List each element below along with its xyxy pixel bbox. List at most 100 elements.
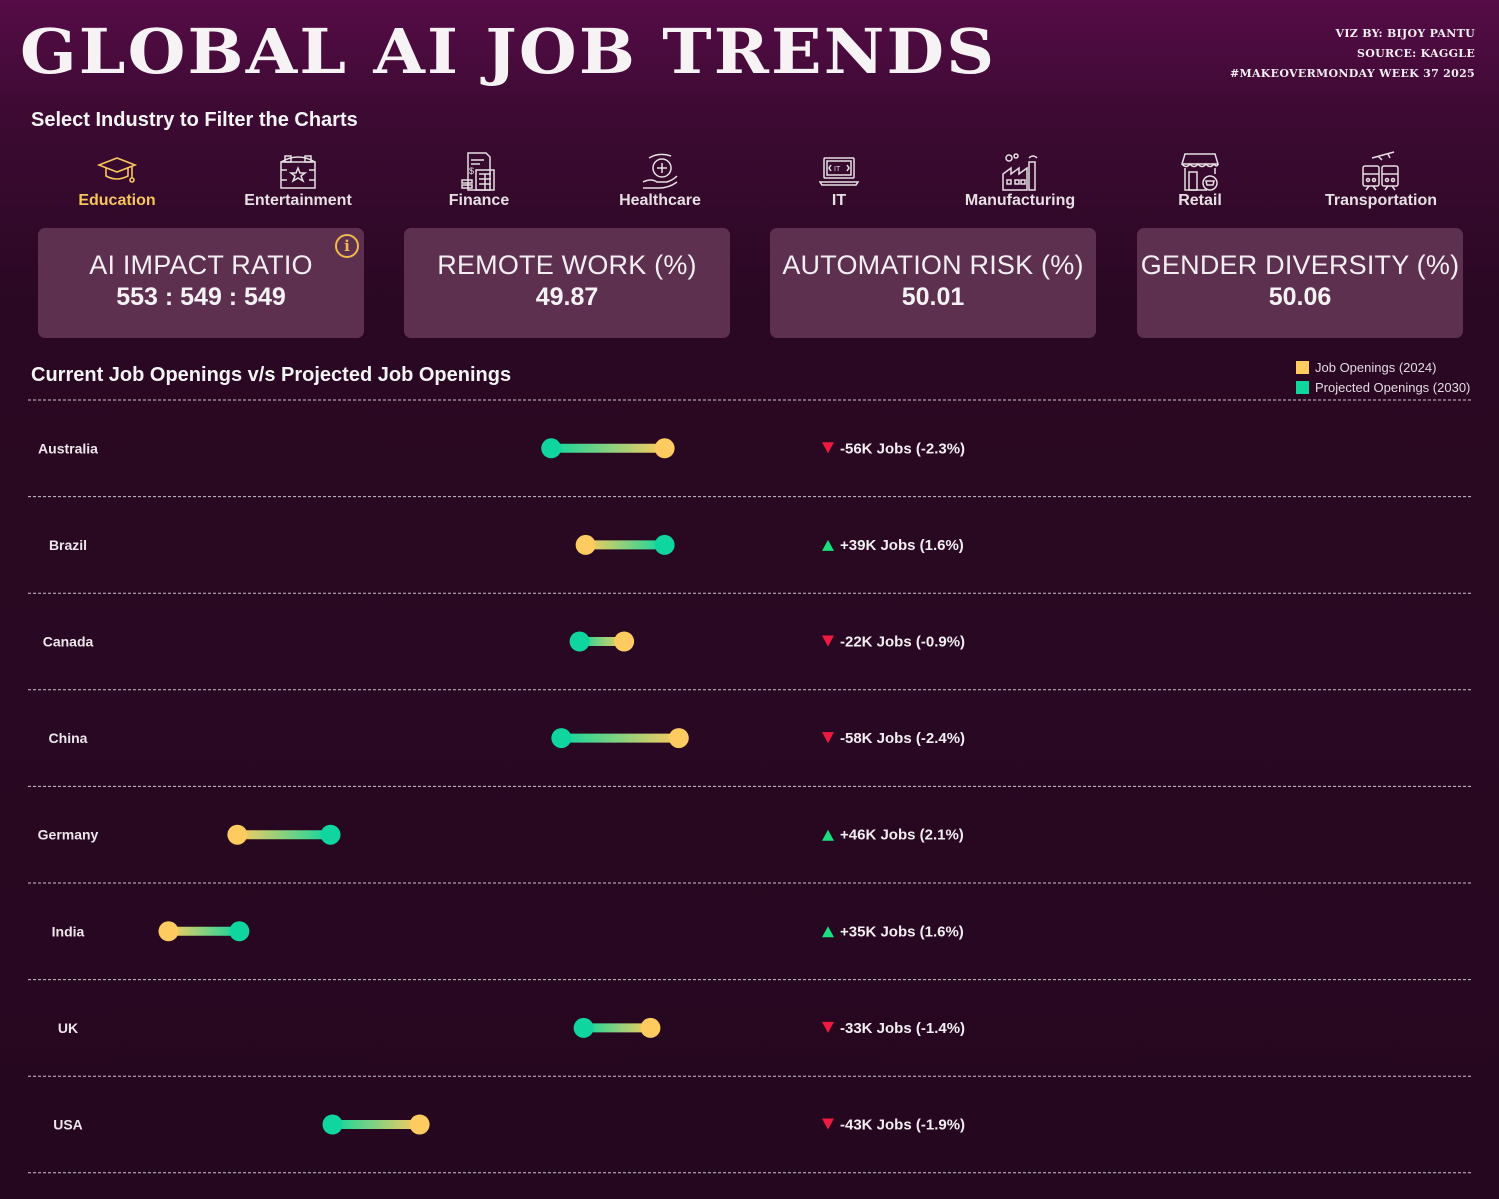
projected-point <box>551 728 572 749</box>
current-point <box>575 534 596 555</box>
industry-education[interactable]: Education <box>27 150 207 214</box>
credits: VIZ BY: BIJOY PANTU SOURCE: KAGGLE #MAKE… <box>1230 24 1475 84</box>
kpi-title: AI IMPACT RATIO <box>89 250 313 280</box>
kpi-cards: AI IMPACT RATIO 553 : 549 : 549 i REMOTE… <box>38 228 1463 338</box>
chart-title: Current Job Openings v/s Projected Job O… <box>31 364 512 386</box>
kpi-automation-risk: AUTOMATION RISK (%) 50.01 <box>770 228 1096 338</box>
industry-healthcare[interactable]: Healthcare <box>570 150 750 214</box>
filter-label: Select Industry to Filter the Charts <box>31 109 358 131</box>
credit-viz-by: VIZ BY: BIJOY PANTU <box>1335 27 1475 40</box>
legend-swatch-projected <box>1296 380 1309 394</box>
svg-text:IT: IT <box>834 166 841 173</box>
country-label: Australia <box>38 440 98 456</box>
industry-finance[interactable]: $ Finance <box>389 150 569 214</box>
legend-label-current: Job Openings (2024) <box>1315 359 1437 375</box>
factory-icon <box>1002 153 1038 191</box>
chart-row-canada: Canada -22K Jobs (-0.9%) <box>28 631 1471 691</box>
change-label: -43K Jobs (-1.9%) <box>840 1117 965 1134</box>
kpi-title: GENDER DIVERSITY (%) <box>1140 250 1460 280</box>
industry-label: IT <box>831 192 847 209</box>
chart-row-germany: Germany +46K Jobs (2.1%) <box>28 824 1471 884</box>
current-point <box>668 728 689 749</box>
country-label: China <box>49 730 88 746</box>
projected-point <box>229 921 250 942</box>
trend-up-icon <box>822 829 834 841</box>
country-label: Brazil <box>49 537 87 553</box>
industry-label: Healthcare <box>619 192 701 209</box>
current-point <box>158 921 179 942</box>
industry-label: Transportation <box>1324 192 1437 209</box>
industry-label: Retail <box>1178 192 1222 209</box>
change-label: -22K Jobs (-0.9%) <box>840 634 965 651</box>
change-label: +39K Jobs (1.6%) <box>840 537 964 554</box>
calculator-invoice-icon: $ <box>461 152 495 191</box>
trend-down-icon <box>822 1118 834 1130</box>
chart-row-india: India +35K Jobs (1.6%) <box>28 921 1471 981</box>
current-point <box>409 1114 430 1135</box>
industry-it[interactable]: IT IT <box>749 150 929 214</box>
kpi-gender-diversity: GENDER DIVERSITY (%) 50.06 <box>1137 228 1463 338</box>
hand-medical-cross-icon <box>642 153 678 189</box>
industry-entertainment[interactable]: Entertainment <box>208 150 388 214</box>
graduation-cap-icon <box>96 157 138 183</box>
projected-point <box>573 1017 594 1038</box>
industry-label: Education <box>78 192 156 209</box>
legend-swatch-current <box>1296 360 1309 374</box>
projected-point <box>320 824 341 845</box>
legend-label-projected: Projected Openings (2030) <box>1315 379 1471 395</box>
country-label: Germany <box>38 827 99 843</box>
theater-icon <box>280 155 316 189</box>
trend-down-icon <box>822 1021 834 1033</box>
legend-item-current: Job Openings (2024) <box>1296 357 1470 377</box>
dumbbell-chart: Australia -56K Jobs (-2.3%) Brazil +39K Job… <box>28 399 1471 1174</box>
legend-item-projected: Projected Openings (2030) <box>1296 377 1470 397</box>
laptop-code-icon: IT <box>818 157 860 186</box>
chart-row-brazil: Brazil +39K Jobs (1.6%) <box>28 534 1471 594</box>
projected-point <box>541 438 562 459</box>
projected-point <box>654 534 675 555</box>
chart-row-usa: USA -43K Jobs (-1.9%) <box>28 1114 1471 1174</box>
trend-down-icon <box>822 442 834 454</box>
industry-label: Manufacturing <box>964 192 1076 209</box>
industry-transportation[interactable]: Transportation <box>1291 150 1471 214</box>
projected-point <box>569 631 590 652</box>
kpi-value: 50.06 <box>1268 283 1332 311</box>
current-point <box>227 824 248 845</box>
train-plane-icon <box>1362 151 1399 191</box>
chart-legend: Job Openings (2024) Projected Openings (… <box>1296 357 1470 397</box>
industry-label: Finance <box>448 192 510 209</box>
industry-filter: Education Entertainment $ Finance Health… <box>27 150 1471 214</box>
kpi-title: AUTOMATION RISK (%) <box>782 250 1084 280</box>
change-label: -33K Jobs (-1.4%) <box>840 1020 965 1037</box>
current-point <box>614 631 635 652</box>
kpi-remote-work: REMOTE WORK (%) 49.87 <box>404 228 730 338</box>
industry-label: Entertainment <box>244 192 352 209</box>
change-label: +46K Jobs (2.1%) <box>840 827 964 844</box>
change-label: -56K Jobs (-2.3%) <box>840 440 965 457</box>
country-label: USA <box>53 1117 83 1133</box>
page-title: GLOBAL AI JOB TRENDS <box>20 15 997 88</box>
kpi-value: 553 : 549 : 549 <box>116 283 286 311</box>
chart-row-uk: UK -33K Jobs (-1.4%) <box>28 1017 1471 1077</box>
industry-retail[interactable]: Retail <box>1110 150 1290 214</box>
info-icon[interactable]: i <box>335 234 359 258</box>
projected-point <box>322 1114 343 1135</box>
trend-down-icon <box>822 732 834 744</box>
trend-up-icon <box>822 926 834 938</box>
trend-down-icon <box>822 635 834 647</box>
chart-row-australia: Australia -56K Jobs (-2.3%) <box>28 438 1471 498</box>
credit-source: SOURCE: KAGGLE <box>1356 47 1475 60</box>
current-point <box>640 1017 661 1038</box>
country-label: UK <box>58 1020 78 1036</box>
industry-manufacturing[interactable]: Manufacturing <box>930 150 1110 214</box>
current-point <box>654 438 675 459</box>
country-label: Canada <box>43 634 94 650</box>
svg-text:$: $ <box>469 166 474 176</box>
credit-hashtag: #MAKEOVERMONDAY WEEK 37 2025 <box>1229 67 1475 80</box>
kpi-title: REMOTE WORK (%) <box>437 250 697 280</box>
kpi-value: 50.01 <box>901 283 965 311</box>
store-cart-icon <box>1180 153 1220 191</box>
chart-row-china: China -58K Jobs (-2.4%) <box>28 728 1471 787</box>
country-label: India <box>52 923 85 939</box>
change-label: -58K Jobs (-2.4%) <box>840 730 965 747</box>
